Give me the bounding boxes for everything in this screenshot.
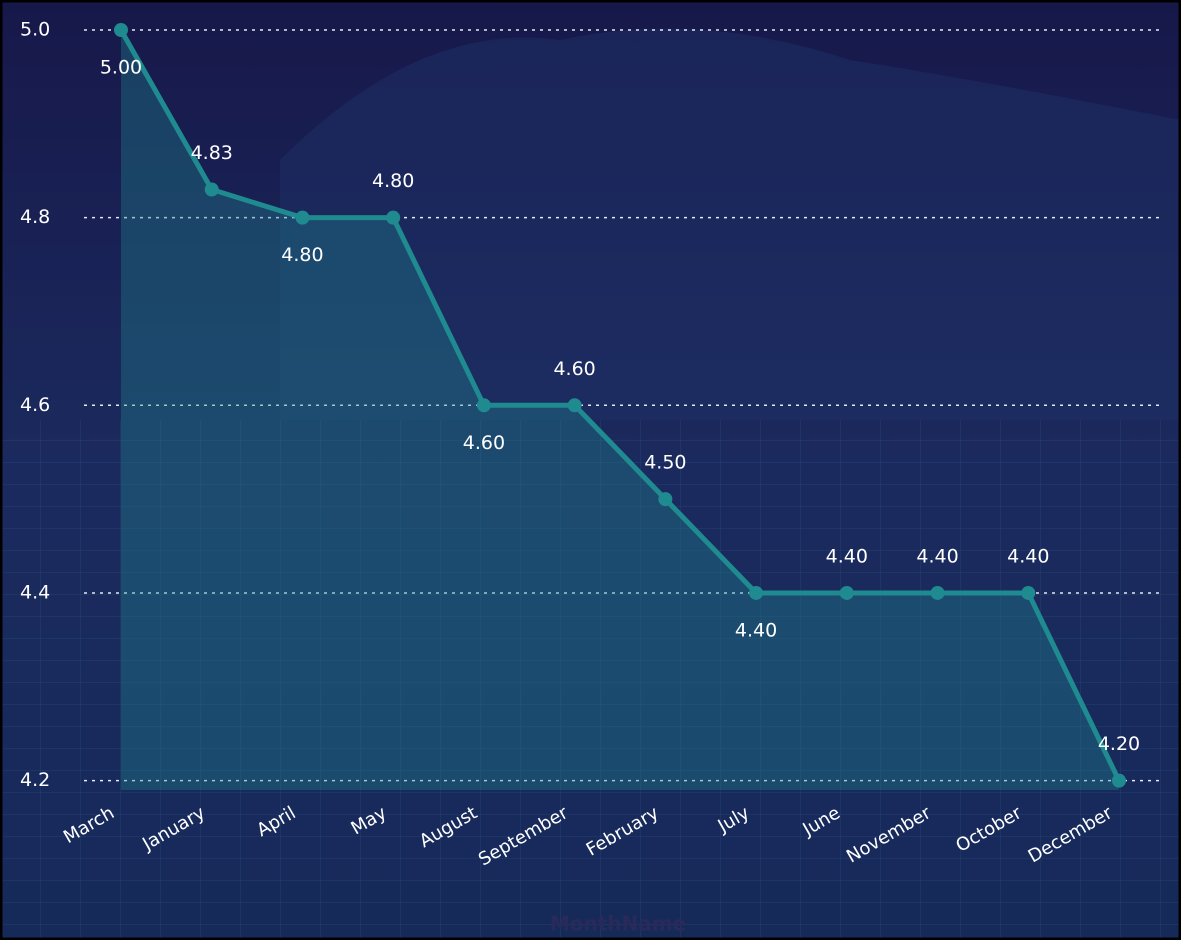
data-point	[658, 492, 673, 507]
y-tick-label: 4.8	[20, 206, 50, 228]
data-point	[930, 585, 945, 600]
background-hill	[280, 28, 1181, 420]
data-point	[204, 182, 219, 197]
y-tick-label: 4.4	[20, 581, 50, 603]
data-label: 4.40	[1007, 545, 1049, 567]
data-point	[1112, 773, 1126, 788]
y-tick-label: 5.0	[20, 19, 50, 41]
data-label: 4.83	[191, 142, 233, 164]
data-label: 4.50	[644, 452, 686, 474]
line	[118, 28, 1122, 782]
data-label: 4.40	[916, 545, 958, 567]
data-label: 4.40	[735, 619, 777, 641]
data-point	[749, 585, 764, 600]
data-point	[114, 23, 128, 37]
data-point	[386, 210, 401, 225]
data-label: 5.00	[100, 57, 142, 79]
y-tick-label: 4.6	[20, 394, 50, 416]
background-mesh	[0, 420, 1181, 940]
data-point	[567, 398, 582, 413]
data-label: 4.80	[372, 170, 414, 192]
data-label: 4.40	[826, 545, 868, 567]
data-label: 4.60	[553, 358, 595, 380]
data-point	[295, 210, 310, 225]
data-point	[839, 585, 854, 600]
data-point	[1021, 585, 1036, 600]
data-label: 4.80	[281, 244, 323, 266]
data-label: 4.60	[463, 432, 505, 454]
x-axis-title: MonthName	[550, 912, 686, 936]
data-point	[476, 398, 491, 413]
y-tick-label: 4.2	[20, 769, 50, 791]
data-label: 4.20	[1098, 733, 1140, 755]
